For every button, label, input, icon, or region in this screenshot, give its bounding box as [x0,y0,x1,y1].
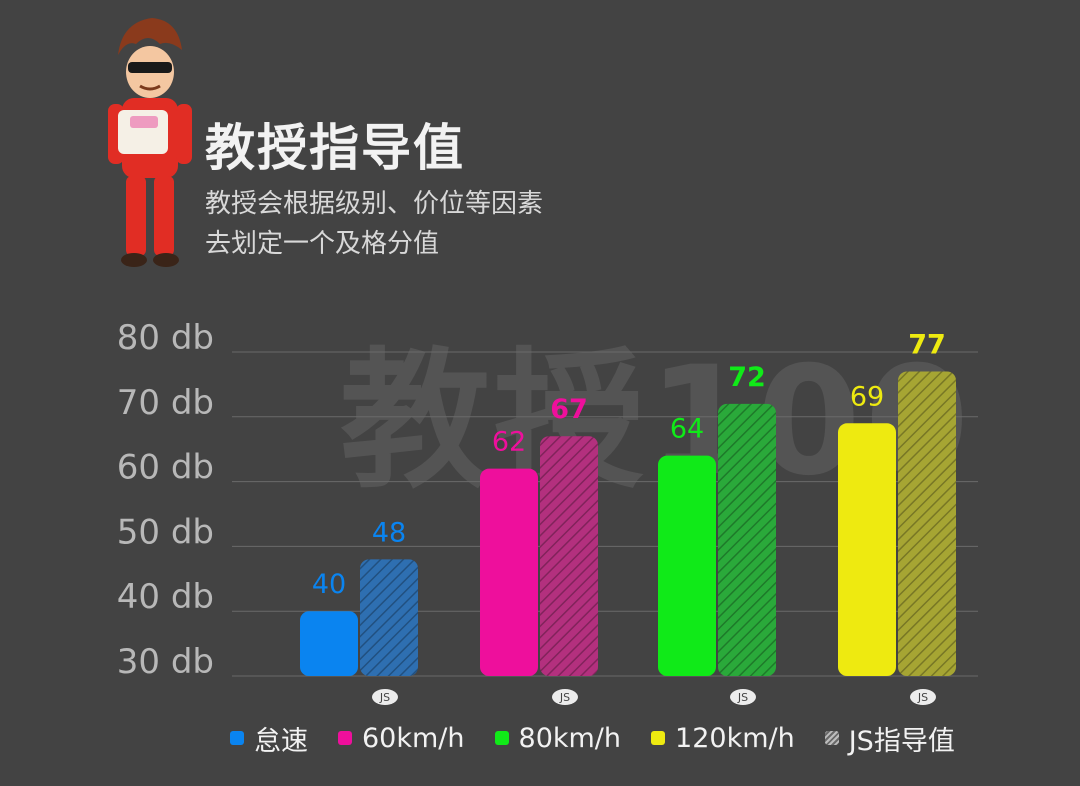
subtitle-line-2: 去划定一个及格分值 [205,229,440,259]
subtitle-line-1: 教授会根据级别、价位等因素 [205,189,544,219]
legend-label: 60km/h [362,722,465,754]
js-marker-text: JS [917,691,928,704]
y-tick-label: 70 db [117,383,214,423]
legend-label: JS指导值 [848,725,955,757]
bar-measured-3 [838,423,896,676]
bar-value-label: 67 [550,394,588,425]
js-marker-badge [910,689,936,705]
bar-guide-hatch-3 [898,371,956,676]
js-marker-badge [372,689,398,705]
legend-label: 80km/h [518,722,622,754]
chart-legend: 怠速 60km/h 80km/h 120km/h JS指导值 [230,718,985,758]
legend-item: JS指导值 [824,719,955,758]
y-tick-label: 40 db [117,577,214,617]
bar-guide-hatch-2 [718,403,776,676]
legend-swatch [824,731,839,745]
legend-item: 120km/h [651,723,795,754]
y-tick-label: 30 db [117,642,214,682]
legend-item: 80km/h [494,722,622,754]
js-marker-text: JS [737,691,748,704]
y-tick-label: 50 db [117,512,214,552]
legend-swatch [494,731,509,745]
bar-value-label: 48 [372,517,406,548]
legend-swatch [338,731,352,745]
bar-value-label: 69 [850,381,884,412]
bar-guide-hatch-0 [360,559,418,676]
legend-label: 120km/h [675,722,795,754]
bar-measured-1 [480,468,538,676]
bar-guide-hatch-1 [540,436,598,676]
legend-item: 怠速 [230,719,308,758]
js-marker-badge [552,689,578,705]
js-marker-badge [730,689,756,705]
y-tick-label: 80 db [117,318,214,358]
page-title: 教授指导值 [205,119,465,177]
js-marker-text: JS [559,691,570,704]
bar-value-label: 62 [492,427,526,458]
professor-mascot-illustration [108,18,192,267]
bar-measured-2 [658,455,716,676]
bar-value-label: 72 [728,362,766,393]
bar-value-label: 40 [312,569,346,600]
legend-item: 60km/h [338,723,465,754]
y-tick-label: 60 db [117,448,214,488]
legend-label: 怠速 [254,725,308,757]
legend-swatch [651,731,666,745]
legend-swatch [230,731,244,745]
js-marker-text: JS [379,691,390,704]
bar-measured-0 [300,611,358,676]
bar-value-label: 64 [670,414,704,445]
bar-value-label: 77 [908,329,946,360]
